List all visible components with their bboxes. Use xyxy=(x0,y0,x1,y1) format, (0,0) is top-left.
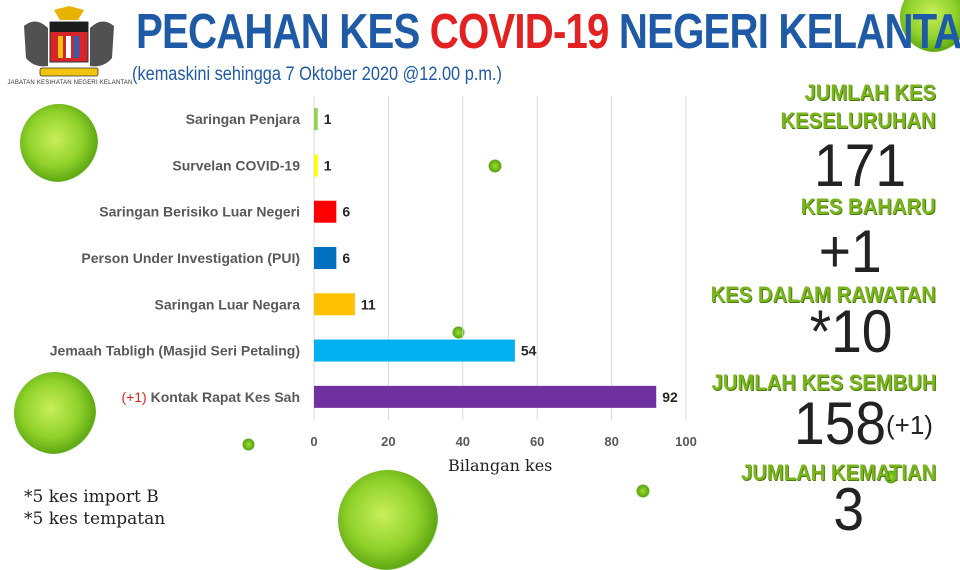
note-import: *5 kes import B xyxy=(24,487,159,507)
total-cases-value: 171 xyxy=(814,132,907,199)
bar xyxy=(314,385,657,408)
bar xyxy=(314,200,337,223)
chart-ticks: 0 20 40 60 80 100 xyxy=(310,434,696,449)
x-tick-label: 100 xyxy=(675,434,697,449)
treatment-cases-label: KES DALAM RAWATAN xyxy=(710,282,936,307)
category-label: (+1) Kontak Rapat Kes Sah xyxy=(121,389,300,405)
virus-illustration xyxy=(14,372,96,454)
x-tick-label: 80 xyxy=(604,434,618,449)
recovered-cases-value: 158 xyxy=(794,390,887,457)
category-label: Person Under Investigation (PUI) xyxy=(81,250,300,266)
new-cases-label: KES BAHARU xyxy=(801,194,936,219)
bar xyxy=(314,154,318,177)
virus-dot xyxy=(488,159,502,173)
category-label: Survelan COVID-19 xyxy=(172,157,300,173)
x-tick-label: 60 xyxy=(530,434,544,449)
page-subtitle: (kemaskini sehingga 7 Oktober 2020 @12.0… xyxy=(132,64,502,85)
bar xyxy=(314,108,318,131)
virus-dot xyxy=(242,438,255,451)
x-tick-label: 0 xyxy=(310,434,317,449)
title-part-2: NEGERI KELANTAN xyxy=(608,5,960,59)
category-text: Kontak Rapat Kes Sah xyxy=(151,389,300,405)
data-label: 92 xyxy=(662,389,678,405)
title-part-1: PECAHAN KES xyxy=(136,5,430,59)
x-axis-title: Bilangan kes xyxy=(448,456,553,475)
x-tick-label: 20 xyxy=(381,434,395,449)
bar xyxy=(314,339,515,362)
case-breakdown-chart: 1 Saringan Penjara 1 Survelan COVID-19 6 Sari… xyxy=(50,96,697,449)
total-cases-label-line2: KESELURUHAN xyxy=(780,108,936,133)
virus-illustration xyxy=(20,104,98,182)
virus-dot xyxy=(452,326,465,339)
category-label: Saringan Penjara xyxy=(186,111,301,127)
deaths-value: 3 xyxy=(833,476,865,543)
x-tick-label: 40 xyxy=(456,434,470,449)
category-label: Jemaah Tabligh (Masjid Seri Petaling) xyxy=(50,343,300,359)
category-text: Survelan COVID-19 xyxy=(172,157,300,173)
total-cases-label-line1: JUMLAH KES xyxy=(804,80,936,105)
chart-labels: 1 Saringan Penjara 1 Survelan COVID-19 6 Sari… xyxy=(50,111,678,405)
data-label: 6 xyxy=(342,250,350,266)
note-local: *5 kes tempatan xyxy=(24,509,166,529)
category-label: Saringan Berisiko Luar Negeri xyxy=(99,204,300,220)
category-text: Jemaah Tabligh (Masjid Seri Petaling) xyxy=(50,343,300,359)
category-text: Saringan Penjara xyxy=(186,111,301,127)
new-cases-value: +1 xyxy=(818,218,882,285)
chart-bars xyxy=(314,108,657,408)
category-text: Saringan Berisiko Luar Negeri xyxy=(99,204,300,220)
category-text: Person Under Investigation (PUI) xyxy=(81,250,300,266)
data-label: 54 xyxy=(521,343,537,359)
page-title: PECAHAN KES COVID-19 NEGERI KELANTAN xyxy=(136,2,960,62)
recovered-cases-delta: (+1) xyxy=(886,410,933,440)
bar xyxy=(314,247,337,269)
virus-dot xyxy=(636,484,650,498)
title-highlight: COVID-19 xyxy=(429,5,610,59)
bar xyxy=(314,293,355,316)
treatment-cases-value: *10 xyxy=(809,298,893,365)
deaths-label: JUMLAH KEMATIAN xyxy=(740,460,936,485)
category-prefix: (+1) xyxy=(121,389,150,405)
notes: *5 kes import B *5 kes tempatan xyxy=(24,486,165,530)
data-label: 1 xyxy=(324,157,332,173)
logo-caption: JABATAN KESIHATAN NEGERI KELANTAN xyxy=(7,80,133,86)
recovered-cases-label: JUMLAH KES SEMBUH xyxy=(711,370,936,395)
data-label: 11 xyxy=(361,296,376,312)
coat-of-arms-logo xyxy=(24,6,114,77)
category-label: Saringan Luar Negara xyxy=(155,296,301,312)
chart-grid xyxy=(313,96,687,420)
virus-dot xyxy=(884,470,898,484)
data-label: 1 xyxy=(324,111,332,127)
category-text: Saringan Luar Negara xyxy=(155,296,301,312)
data-label: 6 xyxy=(342,204,350,220)
